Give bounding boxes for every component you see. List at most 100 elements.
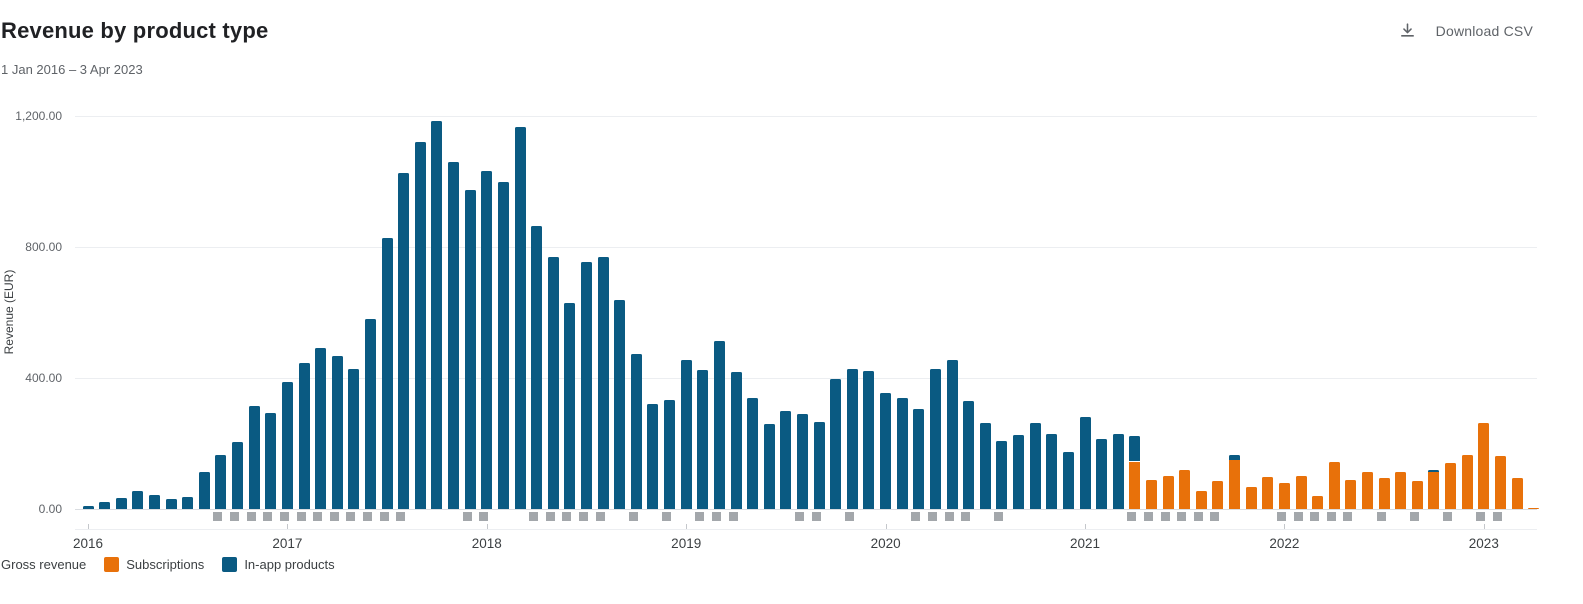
bar-in-app-products-May 2019[interactable] xyxy=(747,398,759,509)
bar-in-app-products-Feb 2016[interactable] xyxy=(99,502,111,509)
bar-in-app-products-May 2020[interactable] xyxy=(946,359,958,509)
bar-subscriptions-Apr 2022[interactable] xyxy=(1328,462,1340,509)
bar-subscriptions-Aug 2021[interactable] xyxy=(1195,491,1207,509)
bar-in-app-products-Jul 2019[interactable] xyxy=(780,410,792,509)
note-marker-Sep 2022[interactable] xyxy=(1409,512,1419,521)
bar-subscriptions-Jan 2022[interactable] xyxy=(1278,483,1290,509)
bar-in-app-products-Jul 2020[interactable] xyxy=(979,422,991,509)
bar-in-app-products-Dec 2017[interactable] xyxy=(464,190,476,509)
bar-subscriptions-Dec 2021[interactable] xyxy=(1262,476,1274,509)
note-marker-Jun 2017[interactable] xyxy=(362,512,372,521)
note-marker-Dec 2016[interactable] xyxy=(263,512,273,521)
note-marker-Jan 2023[interactable] xyxy=(1476,512,1486,521)
bar-in-app-products-Mar 2018[interactable] xyxy=(514,127,526,509)
note-marker-May 2021[interactable] xyxy=(1143,512,1153,521)
note-marker-Aug 2020[interactable] xyxy=(994,512,1004,521)
bar-in-app-products-Aug 2017[interactable] xyxy=(398,173,410,509)
bar-in-app-products-Jun 2019[interactable] xyxy=(763,423,775,509)
note-marker-Jan 2022[interactable] xyxy=(1276,512,1286,521)
bar-in-app-products-Apr 2019[interactable] xyxy=(730,371,742,509)
note-marker-Dec 2018[interactable] xyxy=(662,512,672,521)
bar-in-app-products-Sep 2017[interactable] xyxy=(414,141,426,509)
bar-in-app-products-Nov 2018[interactable] xyxy=(647,404,659,509)
note-marker-Aug 2017[interactable] xyxy=(396,512,406,521)
bar-in-app-products-Jan 2017[interactable] xyxy=(281,381,293,509)
note-marker-Mar 2019[interactable] xyxy=(711,512,721,521)
bar-in-app-products-Nov 2017[interactable] xyxy=(448,161,460,509)
bar-in-app-products-Jan 2021[interactable] xyxy=(1079,416,1091,509)
note-marker-May 2018[interactable] xyxy=(545,512,555,521)
bar-in-app-products-Jan 2018[interactable] xyxy=(481,171,493,509)
bar-subscriptions-Jul 2022[interactable] xyxy=(1378,477,1390,509)
bar-in-app-products-Feb 2018[interactable] xyxy=(497,181,509,509)
note-marker-Mar 2020[interactable] xyxy=(911,512,921,521)
bar-in-app-products-Dec 2020[interactable] xyxy=(1062,452,1074,509)
bar-in-app-products-Mar 2021[interactable] xyxy=(1112,433,1124,509)
bar-subscriptions-Oct 2021[interactable] xyxy=(1229,460,1241,509)
bar-in-app-products-Apr 2018[interactable] xyxy=(531,226,543,509)
note-marker-Feb 2023[interactable] xyxy=(1492,512,1502,521)
bar-in-app-products-Jan 2020[interactable] xyxy=(880,393,892,509)
bar-in-app-products-Feb 2017[interactable] xyxy=(298,363,310,509)
bar-in-app-products-Apr 2016[interactable] xyxy=(132,490,144,509)
bar-subscriptions-Mar 2023[interactable] xyxy=(1511,478,1523,509)
bar-in-app-products-Jan 2016[interactable] xyxy=(82,506,94,509)
note-marker-Sep 2021[interactable] xyxy=(1210,512,1220,521)
note-marker-Jul 2017[interactable] xyxy=(379,512,389,521)
bar-in-app-products-Aug 2016[interactable] xyxy=(198,471,210,509)
bar-subscriptions-Jan 2023[interactable] xyxy=(1478,422,1490,509)
bar-subscriptions-Jul 2021[interactable] xyxy=(1179,470,1191,509)
note-marker-Apr 2017[interactable] xyxy=(329,512,339,521)
note-marker-Feb 2017[interactable] xyxy=(296,512,306,521)
bar-in-app-products-Aug 2018[interactable] xyxy=(597,257,609,509)
bar-subscriptions-Oct 2022[interactable] xyxy=(1428,472,1440,509)
note-marker-Jul 2018[interactable] xyxy=(579,512,588,521)
bar-in-app-products-Oct 2017[interactable] xyxy=(431,120,443,509)
note-marker-Nov 2016[interactable] xyxy=(246,512,256,521)
bar-subscriptions-Feb 2022[interactable] xyxy=(1295,475,1307,509)
bar-in-app-products-Sep 2020[interactable] xyxy=(1013,434,1025,509)
bar-in-app-products-Dec 2019[interactable] xyxy=(863,371,875,509)
bar-subscriptions-Jun 2022[interactable] xyxy=(1362,472,1373,509)
note-marker-May 2020[interactable] xyxy=(944,512,954,521)
bar-in-app-products-Dec 2018[interactable] xyxy=(664,399,676,509)
note-marker-May 2022[interactable] xyxy=(1343,512,1353,521)
note-marker-Mar 2022[interactable] xyxy=(1310,512,1320,521)
note-marker-Nov 2019[interactable] xyxy=(844,512,854,521)
bar-in-app-products-Mar 2017[interactable] xyxy=(315,348,327,509)
bar-subscriptions-Jun 2021[interactable] xyxy=(1162,476,1174,509)
bar-in-app-products-Sep 2018[interactable] xyxy=(614,300,626,509)
bar-in-app-products-Sep 2016[interactable] xyxy=(215,454,227,509)
bar-subscriptions-Sep 2021[interactable] xyxy=(1212,481,1224,509)
bar-in-app-products-Apr 2020[interactable] xyxy=(929,369,941,509)
legend-item-in-app-products[interactable]: In-app products xyxy=(222,557,335,572)
bar-in-app-products-Oct 2022[interactable] xyxy=(1428,470,1440,473)
bar-subscriptions-Nov 2022[interactable] xyxy=(1445,463,1457,509)
bar-in-app-products-Dec 2016[interactable] xyxy=(265,413,277,509)
note-marker-Sep 2019[interactable] xyxy=(811,512,821,521)
note-marker-Apr 2019[interactable] xyxy=(728,512,738,521)
bar-in-app-products-Mar 2016[interactable] xyxy=(115,497,127,509)
bar-in-app-products-Apr 2017[interactable] xyxy=(331,356,343,509)
note-marker-Jul 2022[interactable] xyxy=(1376,512,1386,521)
download-csv-button[interactable]: Download CSV xyxy=(1399,22,1533,39)
bar-subscriptions-May 2021[interactable] xyxy=(1145,479,1157,509)
note-marker-Feb 2019[interactable] xyxy=(695,512,705,521)
note-marker-Jan 2018[interactable] xyxy=(479,512,489,521)
note-marker-Aug 2018[interactable] xyxy=(595,512,605,521)
bar-in-app-products-Feb 2021[interactable] xyxy=(1096,439,1108,509)
note-marker-Sep 2016[interactable] xyxy=(213,512,223,521)
bar-in-app-products-Oct 2019[interactable] xyxy=(830,379,842,509)
note-marker-Feb 2022[interactable] xyxy=(1293,512,1303,521)
bar-in-app-products-Feb 2019[interactable] xyxy=(697,370,709,509)
bar-in-app-products-Jun 2020[interactable] xyxy=(963,400,975,509)
bar-in-app-products-Jun 2017[interactable] xyxy=(364,318,376,509)
note-marker-Jun 2020[interactable] xyxy=(961,512,971,521)
bar-in-app-products-Jul 2018[interactable] xyxy=(581,262,592,509)
note-marker-Mar 2017[interactable] xyxy=(313,512,323,521)
bar-in-app-products-Mar 2020[interactable] xyxy=(913,409,925,509)
note-marker-Apr 2021[interactable] xyxy=(1127,512,1137,521)
note-marker-Oct 2018[interactable] xyxy=(628,512,638,521)
bar-in-app-products-Aug 2019[interactable] xyxy=(797,413,809,509)
bar-subscriptions-Nov 2021[interactable] xyxy=(1245,487,1257,509)
